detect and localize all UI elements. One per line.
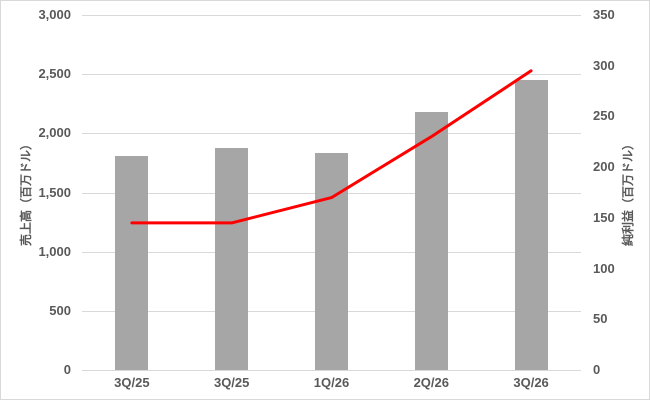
bar-3Q/25 (215, 148, 249, 370)
x-axis-label-2Q/26: 2Q/26 (413, 375, 449, 390)
bar-1Q/26 (315, 152, 348, 370)
right-axis-tick-200: 200 (593, 159, 615, 175)
gridline (82, 15, 581, 16)
right-axis-tick-150: 150 (593, 209, 615, 225)
net-income-polyline (130, 69, 533, 225)
right-axis-tick-100: 100 (593, 260, 615, 276)
left-axis-tick-500: 500 (49, 302, 71, 318)
right-axis-tick-250: 250 (593, 108, 615, 124)
x-axis-label-1Q/26: 1Q/26 (313, 375, 350, 390)
right-axis-tick-50: 50 (593, 311, 608, 327)
x-axis-label-3Q/25: 3Q/25 (213, 375, 250, 390)
bar-3Q/25 (115, 155, 149, 370)
right-axis-title: 純利益（百万ドル） (621, 138, 635, 247)
left-axis-tick-1,000: 1,000 (38, 243, 71, 259)
gridline (82, 74, 581, 76)
left-axis-tick-3,000: 3,000 (38, 7, 71, 22)
x-axis-label-3Q/25: 3Q/25 (114, 375, 150, 390)
left-axis-tick-1,500: 1,500 (38, 184, 71, 200)
bar-2Q/26 (414, 112, 448, 370)
x-axis-line (82, 370, 581, 371)
left-axis-tick-2,500: 2,500 (38, 66, 71, 82)
x-axis-label-3Q/26: 3Q/26 (513, 375, 549, 390)
right-axis-tick-0: 0 (593, 362, 601, 377)
net-income-line (130, 69, 533, 225)
right-axis-tick-350: 350 (593, 7, 615, 22)
gridline (82, 133, 581, 135)
left-axis-tick-2,000: 2,000 (38, 125, 71, 141)
left-axis-tick-0: 0 (63, 362, 71, 377)
right-axis-tick-300: 300 (593, 57, 615, 73)
bar-3Q/26 (514, 80, 548, 370)
plot-area (82, 15, 581, 371)
